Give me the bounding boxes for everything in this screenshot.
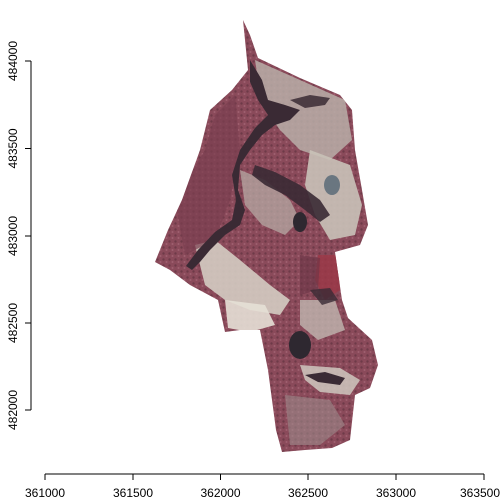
y-tick-label: 483500 bbox=[6, 128, 20, 168]
open-field-area bbox=[240, 170, 300, 235]
x-tick-label: 363000 bbox=[376, 486, 416, 500]
y-tick-label: 483000 bbox=[6, 216, 20, 256]
x-tick-label: 362000 bbox=[200, 486, 240, 500]
orthophoto-raster bbox=[155, 20, 378, 452]
open-field-area bbox=[300, 300, 345, 340]
forest-area bbox=[315, 255, 340, 300]
open-field-area bbox=[225, 300, 275, 332]
x-tick-label: 361500 bbox=[113, 486, 153, 500]
x-tick-label: 362500 bbox=[288, 486, 328, 500]
river bbox=[252, 165, 330, 222]
river bbox=[186, 60, 300, 270]
river bbox=[305, 372, 345, 385]
x-axis: 361000 361500 362000 362500 363000 36350… bbox=[25, 473, 500, 500]
y-tick-label: 484000 bbox=[6, 41, 20, 81]
open-field-area bbox=[285, 395, 345, 445]
pond bbox=[289, 331, 311, 359]
x-tick-label: 363500 bbox=[460, 486, 500, 500]
forest-area bbox=[175, 95, 240, 255]
x-tick-label: 361000 bbox=[25, 486, 65, 500]
y-tick-label: 482000 bbox=[6, 390, 20, 430]
open-field-area bbox=[255, 60, 352, 160]
pond bbox=[324, 175, 340, 195]
open-field-area bbox=[195, 240, 290, 315]
pond bbox=[293, 212, 307, 232]
y-tick-label: 482500 bbox=[6, 303, 20, 343]
river bbox=[290, 95, 330, 108]
forest-area bbox=[300, 255, 320, 295]
y-axis: 484000 483500 483000 482500 482000 bbox=[6, 41, 32, 430]
river bbox=[310, 288, 338, 305]
